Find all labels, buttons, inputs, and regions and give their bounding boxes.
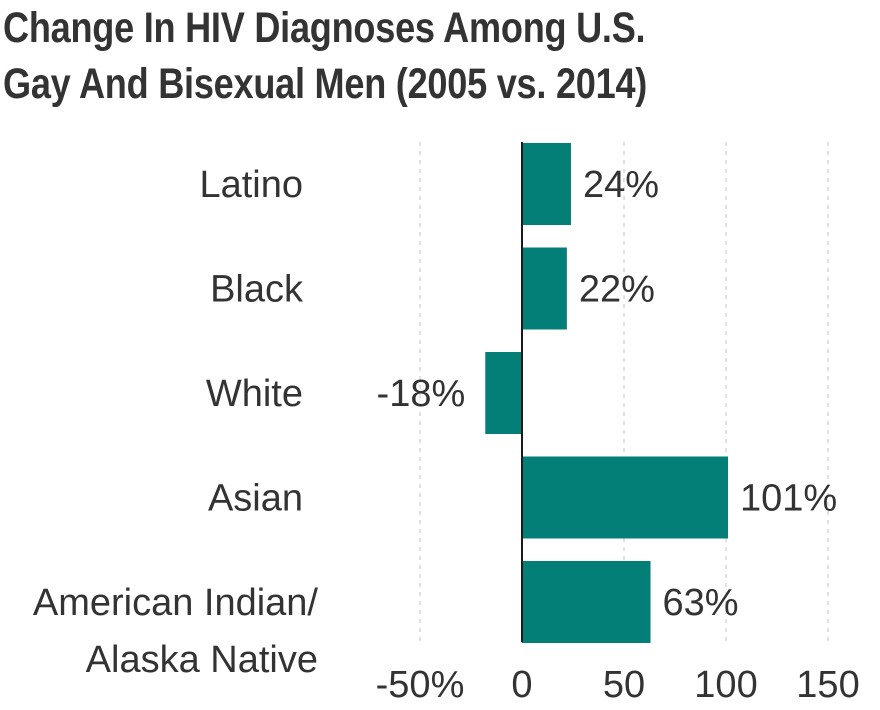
chart-title-line-2: Gay And Bisexual Men (2005 vs. 2014) <box>3 60 648 108</box>
category-label: Latino <box>199 164 303 206</box>
bars <box>485 143 729 643</box>
chart-title: Change In HIV Diagnoses Among U.S. Gay A… <box>3 0 734 112</box>
bar-value-label: 101% <box>740 478 837 520</box>
x-tick-label: 50 <box>603 664 645 706</box>
bar <box>522 456 729 539</box>
category-label: American Indian/ <box>33 582 319 624</box>
x-tick-label: 150 <box>796 664 859 706</box>
bar <box>522 143 571 225</box>
bar <box>522 561 651 643</box>
labels: -50% 0 50 100 150 24% Latino 22% Black -18% White 1… <box>33 164 860 706</box>
x-tick-label: -50% <box>376 664 465 706</box>
bar-value-label: 24% <box>583 164 659 206</box>
bar-value-label: 63% <box>663 582 739 624</box>
bar-value-label: 22% <box>579 269 655 311</box>
category-label: Asian <box>208 478 303 520</box>
category-label: Black <box>210 269 304 311</box>
x-tick-label: 100 <box>694 664 757 706</box>
bar <box>485 352 522 434</box>
category-label: Alaska Native <box>86 639 318 681</box>
category-label: White <box>206 373 303 415</box>
bar-value-label: -18% <box>377 373 466 415</box>
gridlines <box>419 142 829 642</box>
chart-title-line-1: Change In HIV Diagnoses Among U.S. <box>3 4 646 52</box>
bar <box>522 247 567 330</box>
x-tick-label: 0 <box>511 664 532 706</box>
